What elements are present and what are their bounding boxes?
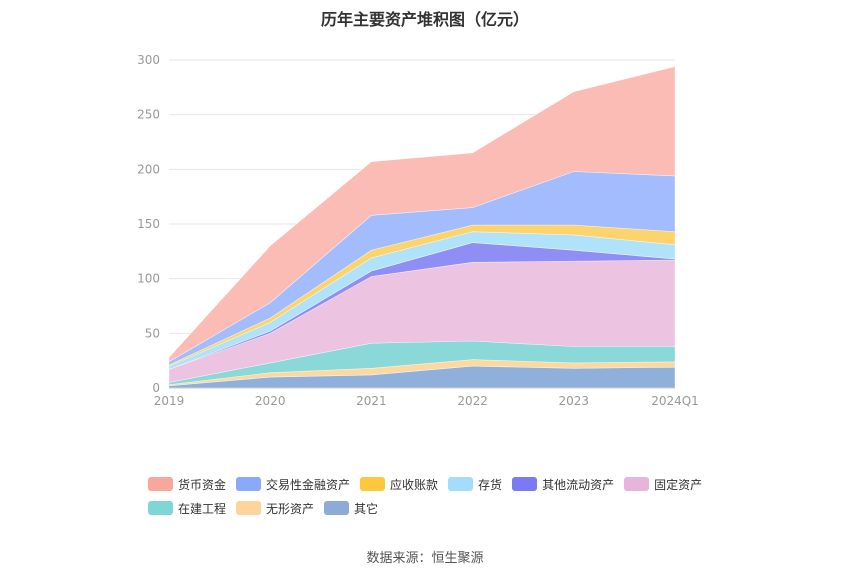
legend-label: 货币资金: [178, 477, 227, 492]
x-tick-label: 2023: [559, 394, 590, 408]
data-source-note: 数据来源：恒生聚源: [366, 551, 484, 566]
legend-row: 在建工程 无形资产 其它: [148, 496, 748, 520]
legend-item[interactable]: 存货: [448, 476, 502, 493]
legend-swatch: [148, 477, 173, 491]
legend-item[interactable]: 其它: [324, 500, 378, 517]
x-tick-label: 2020: [255, 394, 286, 408]
x-tick-label: 2021: [356, 394, 387, 408]
legend-label: 固定资产: [654, 477, 703, 492]
legend: 货币资金 交易性金融资产 应收账款 存货 其他流动资产 固定资产在建工程 无形资产 其它: [148, 472, 748, 520]
legend-row: 货币资金 交易性金融资产 应收账款 存货 其他流动资产 固定资产: [148, 472, 748, 496]
legend-label: 无形资产: [266, 501, 315, 516]
legend-item[interactable]: 应收账款: [360, 476, 438, 493]
legend-item[interactable]: 固定资产: [624, 476, 702, 493]
x-axis-ticks: 2019 2020 2021 2022 2023 2024Q1: [154, 387, 699, 408]
legend-swatch: [624, 477, 650, 491]
legend-item[interactable]: 交易性金融资产: [236, 476, 350, 493]
legend-swatch: [236, 501, 262, 515]
legend-swatch: [148, 501, 173, 515]
legend-item[interactable]: 其他流动资产: [512, 476, 614, 493]
legend-swatch: [512, 477, 538, 491]
area-货币资金: [168, 66, 676, 363]
legend-swatch: [236, 477, 262, 491]
legend-label: 存货: [478, 477, 503, 492]
y-tick-label: 0: [152, 381, 160, 395]
chart-title: 历年主要资产堆积图（亿元）: [320, 10, 529, 29]
y-tick-label: 300: [137, 53, 160, 67]
y-axis-ticks: 0 50 100 150 200 250 300: [137, 53, 160, 395]
x-tick-label: 2022: [457, 394, 488, 408]
legend-item[interactable]: 货币资金: [148, 476, 226, 493]
y-tick-label: 150: [137, 217, 160, 231]
y-tick-label: 100: [137, 272, 160, 286]
legend-swatch: [324, 501, 350, 515]
legend-label: 在建工程: [178, 501, 227, 516]
x-tick-label: 2024Q1: [651, 394, 699, 408]
x-tick-label: 2019: [154, 394, 185, 408]
legend-label: 应收账款: [390, 477, 439, 492]
y-tick-label: 50: [145, 326, 160, 340]
y-tick-label: 250: [137, 108, 160, 122]
legend-label: 其它: [354, 501, 379, 516]
legend-swatch: [360, 477, 386, 491]
legend-item[interactable]: 在建工程: [148, 500, 226, 517]
y-tick-label: 200: [137, 162, 160, 176]
legend-swatch: [448, 477, 474, 491]
area-series: [168, 66, 676, 389]
legend-label: 交易性金融资产: [266, 477, 351, 492]
legend-item[interactable]: 无形资产: [236, 500, 314, 517]
legend-label: 其他流动资产: [542, 477, 615, 492]
